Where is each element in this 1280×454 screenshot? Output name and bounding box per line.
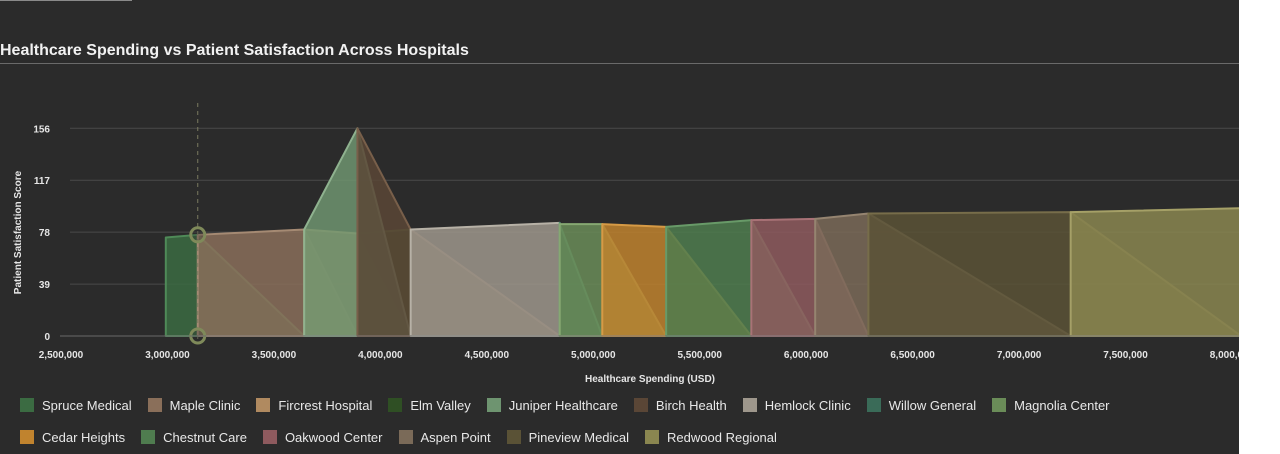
- legend-swatch: [20, 398, 34, 412]
- chart-panel: Healthcare Spending vs Patient Satisfact…: [0, 0, 1239, 454]
- legend-label: Willow General: [888, 397, 977, 413]
- x-tick-label: 4,500,000: [465, 350, 510, 361]
- legend-swatch: [147, 398, 162, 412]
- x-axis-title: Healthcare Spending (USD): [585, 374, 715, 385]
- x-tick-label: 5,500,000: [677, 350, 722, 361]
- y-tick-label: 39: [39, 280, 51, 291]
- x-tick-label: 3,500,000: [252, 350, 297, 361]
- x-tick-label: 5,000,000: [571, 350, 616, 361]
- legend-swatch: [633, 398, 648, 412]
- legend-swatch: [398, 430, 413, 444]
- x-tick-label: 7,500,000: [1103, 350, 1148, 361]
- legend-item[interactable]: Willow General: [866, 396, 977, 414]
- axes: 0 39 78 117 156 2,500,000 3,000,000 3,500,000 4,…: [13, 124, 1239, 385]
- legend-item[interactable]: Chestnut Care: [141, 428, 247, 446]
- legend-item[interactable]: Magnolia Center: [992, 396, 1110, 414]
- legend-label: Cedar Heights: [42, 429, 126, 445]
- legend-label: Birch Health: [655, 397, 727, 413]
- legend-label: Chestnut Care: [163, 429, 247, 445]
- area-chart[interactable]: 0 39 78 117 156 2,500,000 3,000,000 3,500,000 4,…: [0, 0, 1239, 454]
- legend-swatch: [262, 430, 277, 444]
- x-tick-label: 8,000,000: [1210, 350, 1239, 361]
- legend-label: Hemlock Clinic: [764, 397, 851, 413]
- legend-item[interactable]: Redwood Regional: [645, 428, 777, 446]
- legend-label: Redwood Regional: [667, 429, 777, 445]
- legend-swatch: [486, 398, 501, 412]
- legend-label: Juniper Healthcare: [508, 397, 618, 413]
- legend-label: Oakwood Center: [284, 429, 383, 445]
- legend-label: Magnolia Center: [1014, 397, 1110, 413]
- legend-item[interactable]: Juniper Healthcare: [486, 396, 618, 414]
- legend-item[interactable]: Cedar Heights: [20, 428, 125, 446]
- legend-item[interactable]: Pineview Medical: [506, 428, 630, 446]
- y-tick-label: 78: [39, 228, 51, 239]
- legend-swatch: [992, 398, 1007, 412]
- legend-swatch: [256, 398, 271, 412]
- x-tick-label: 6,500,000: [890, 350, 935, 361]
- legend-item[interactable]: Fircrest Hospital: [256, 396, 372, 414]
- tab-indicator: [0, 0, 132, 1]
- legend-item[interactable]: Spruce Medical: [20, 396, 132, 414]
- legend-item[interactable]: Maple Clinic: [147, 396, 241, 414]
- x-tick-label: 4,000,000: [358, 350, 403, 361]
- legend-label: Aspen Point: [420, 429, 491, 445]
- area-series[interactable]: [409, 221, 561, 337]
- chart-title: Healthcare Spending vs Patient Satisfact…: [0, 42, 469, 59]
- legend-item[interactable]: Elm Valley: [388, 396, 471, 414]
- y-tick-label: 0: [44, 332, 50, 343]
- chart-legend: Spruce Medical Maple Clinic Fircrest Hospi…: [20, 396, 1220, 446]
- legend-swatch: [141, 430, 156, 444]
- legend-swatch: [645, 430, 660, 444]
- legend-swatch: [20, 430, 34, 444]
- crosshair: [189, 103, 207, 345]
- crosshair-marker: [189, 226, 207, 244]
- x-tick-label: 2,500,000: [39, 350, 84, 361]
- y-tick-label: 156: [33, 124, 50, 135]
- legend-label: Pineview Medical: [528, 429, 630, 445]
- legend-item[interactable]: Birch Health: [633, 396, 727, 414]
- legend-item[interactable]: Aspen Point: [398, 428, 491, 446]
- legend-item[interactable]: Hemlock Clinic: [742, 396, 851, 414]
- x-tick-label: 6,000,000: [784, 350, 829, 361]
- legend-swatch: [866, 398, 881, 412]
- legend-label: Maple Clinic: [169, 397, 241, 413]
- y-axis-title: Patient Satisfaction Score: [13, 170, 24, 294]
- x-tick-label: 3,000,000: [145, 350, 190, 361]
- x-tick-label: 7,000,000: [997, 350, 1042, 361]
- legend-label: Spruce Medical: [42, 397, 132, 413]
- area-series-layer[interactable]: [164, 127, 1239, 337]
- legend-label: Elm Valley: [410, 397, 471, 413]
- legend-swatch: [388, 398, 403, 412]
- legend-label: Fircrest Hospital: [278, 397, 373, 413]
- legend-swatch: [742, 398, 757, 412]
- legend-swatch: [506, 430, 521, 444]
- area-series[interactable]: [1069, 207, 1239, 337]
- y-tick-label: 117: [34, 176, 51, 187]
- title-divider: [0, 63, 1239, 64]
- legend-item[interactable]: Oakwood Center: [262, 428, 383, 446]
